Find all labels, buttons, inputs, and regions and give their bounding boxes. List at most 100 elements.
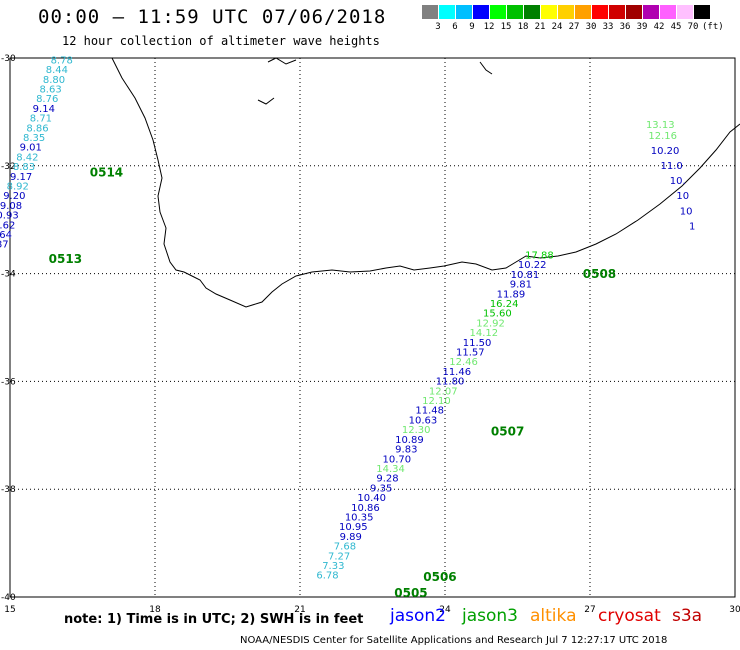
wave-height-label: 10.95 xyxy=(339,522,368,533)
legend-unit: (ft) xyxy=(702,22,724,32)
legend-label: 24 xyxy=(551,22,563,32)
legend-label: 45 xyxy=(670,22,682,32)
legend-label: 42 xyxy=(653,22,665,32)
wave-height-label: 11.50 xyxy=(463,338,492,349)
coastline-island xyxy=(257,57,493,105)
wave-height-label: 11.46 xyxy=(442,367,471,378)
wave-height-label: 7.33 xyxy=(322,561,344,572)
wave-height-label: 8.78 xyxy=(51,55,73,66)
pass-number-label: 0507 xyxy=(491,424,524,438)
legend-swatch xyxy=(677,5,693,19)
legend-swatch xyxy=(660,5,676,19)
coastline xyxy=(111,57,740,308)
wave-height-label: 10.20 xyxy=(651,146,680,157)
legend-label: 15 xyxy=(500,22,512,32)
map-frame xyxy=(9,57,736,598)
track-0: 8.788.448.808.638.769.148.718.868.359.01… xyxy=(0,55,123,265)
legend-swatch xyxy=(439,5,455,19)
wave-height-label: 12.92 xyxy=(476,318,505,329)
wave-height-label: 10 xyxy=(676,191,689,202)
wave-height-label: 16.24 xyxy=(490,299,519,310)
legend-swatch xyxy=(694,5,710,19)
lat-tick-label: -30 xyxy=(1,54,16,64)
wave-height-label: 10.81 xyxy=(511,270,540,281)
lon-tick-label: 27 xyxy=(584,605,595,615)
legend-swatch xyxy=(626,5,642,19)
wave-height-label: 10.89 xyxy=(395,435,424,446)
legend-label: 27 xyxy=(568,22,580,32)
wave-height-label: 8.80 xyxy=(43,75,65,86)
legend-label: 36 xyxy=(619,22,631,32)
legend-label: 3 xyxy=(435,22,441,32)
wave-height-label: 15.60 xyxy=(483,309,512,320)
pass-number-label: 0513 xyxy=(49,252,82,266)
wave-height-label: 8.44 xyxy=(46,65,68,76)
wave-height-label: 9.17 xyxy=(10,172,32,183)
lat-tick-label: -40 xyxy=(1,593,16,603)
wave-height-label: 17.88 xyxy=(525,251,554,262)
graticule: 15 18 21 24 27 30 -30 -32 -34 -36 -38 -40 xyxy=(1,54,740,615)
lon-tick-label: 30 xyxy=(729,605,740,615)
wave-height-label: 14.12 xyxy=(470,328,499,339)
lon-tick-label: 21 xyxy=(294,605,305,615)
wave-height-label: 10.22 xyxy=(518,260,547,271)
lon-tick-label: 15 xyxy=(4,605,15,615)
wave-height-label: 9.83 xyxy=(395,445,417,456)
wave-height-label: 12.16 xyxy=(648,131,677,142)
wave-height-label: 7.68 xyxy=(334,542,356,553)
legend-swatch xyxy=(541,5,557,19)
page-subtitle: 12 hour collection of altimeter wave hei… xyxy=(62,34,380,48)
pass-number-label: 0508 xyxy=(583,267,616,281)
wave-height-label: 9.81 xyxy=(510,280,532,291)
legend-swatch xyxy=(609,5,625,19)
wave-height-label: 9.87 xyxy=(0,240,9,251)
page-title: 00:00 – 11:59 UTC 07/06/2018 xyxy=(38,6,387,28)
legend-label: 18 xyxy=(517,22,529,32)
wave-height-label: 14.34 xyxy=(376,464,405,475)
wave-height-label: 7.27 xyxy=(328,551,350,562)
wave-height-label: 6.78 xyxy=(316,571,338,582)
wave-height-label: 9.64 xyxy=(0,230,12,241)
wave-height-label: 11.0 xyxy=(661,161,683,172)
lon-tick-label: 24 xyxy=(439,605,451,615)
wave-height-label: 12.07 xyxy=(429,386,458,397)
legend-swatch xyxy=(490,5,506,19)
legend-label: 70 xyxy=(687,22,699,32)
mission-label-jason3: jason3 xyxy=(462,606,518,626)
wave-height-label: 12.10 xyxy=(422,396,451,407)
footer-credit: NOAA/NESDIS Center for Satellite Applica… xyxy=(240,635,668,646)
mission-label-s3a: s3a xyxy=(672,606,703,626)
wave-height-label: 10.70 xyxy=(383,454,412,465)
track-1: 17.8810.2210.819.8111.8916.2415.6012.921… xyxy=(316,251,616,600)
wave-height-label: 8.71 xyxy=(30,114,52,125)
wave-height-label: 10 xyxy=(680,206,693,217)
legend-label: 12 xyxy=(483,22,495,32)
wave-height-label: 10.86 xyxy=(351,503,380,514)
legend-swatch xyxy=(558,5,574,19)
mission-label-jason2: jason2 xyxy=(390,606,446,626)
wave-height-label: 8.42 xyxy=(16,152,38,163)
lon-tick-label: 18 xyxy=(149,605,161,615)
altimeter-tracks: 8.788.448.808.638.769.148.718.868.359.01… xyxy=(0,55,695,600)
legend-swatch xyxy=(422,5,438,19)
wave-height-label: 10.62 xyxy=(0,220,15,231)
pass-number-label: 0514 xyxy=(90,166,123,180)
pass-number-label: 0505 xyxy=(394,586,427,600)
wave-height-label: 12.46 xyxy=(449,357,478,368)
wave-height-label: 11.48 xyxy=(415,406,444,417)
lat-tick-label: -36 xyxy=(1,377,16,387)
wave-height-label: 8.86 xyxy=(26,123,48,134)
coastline-path xyxy=(111,57,740,308)
legend-swatch xyxy=(575,5,591,19)
wave-height-label: 8.92 xyxy=(7,182,29,193)
wave-height-label: 8.83 xyxy=(13,162,35,173)
wave-height-label: 10.63 xyxy=(409,415,438,426)
wave-height-label: 11.57 xyxy=(456,348,485,359)
wave-height-label: 8.76 xyxy=(36,94,58,105)
wave-height-label: 13.13 xyxy=(646,120,675,131)
lat-tick-label: -32 xyxy=(1,162,16,172)
wave-height-label: 9.08 xyxy=(0,201,22,212)
legend-swatch xyxy=(524,5,540,19)
